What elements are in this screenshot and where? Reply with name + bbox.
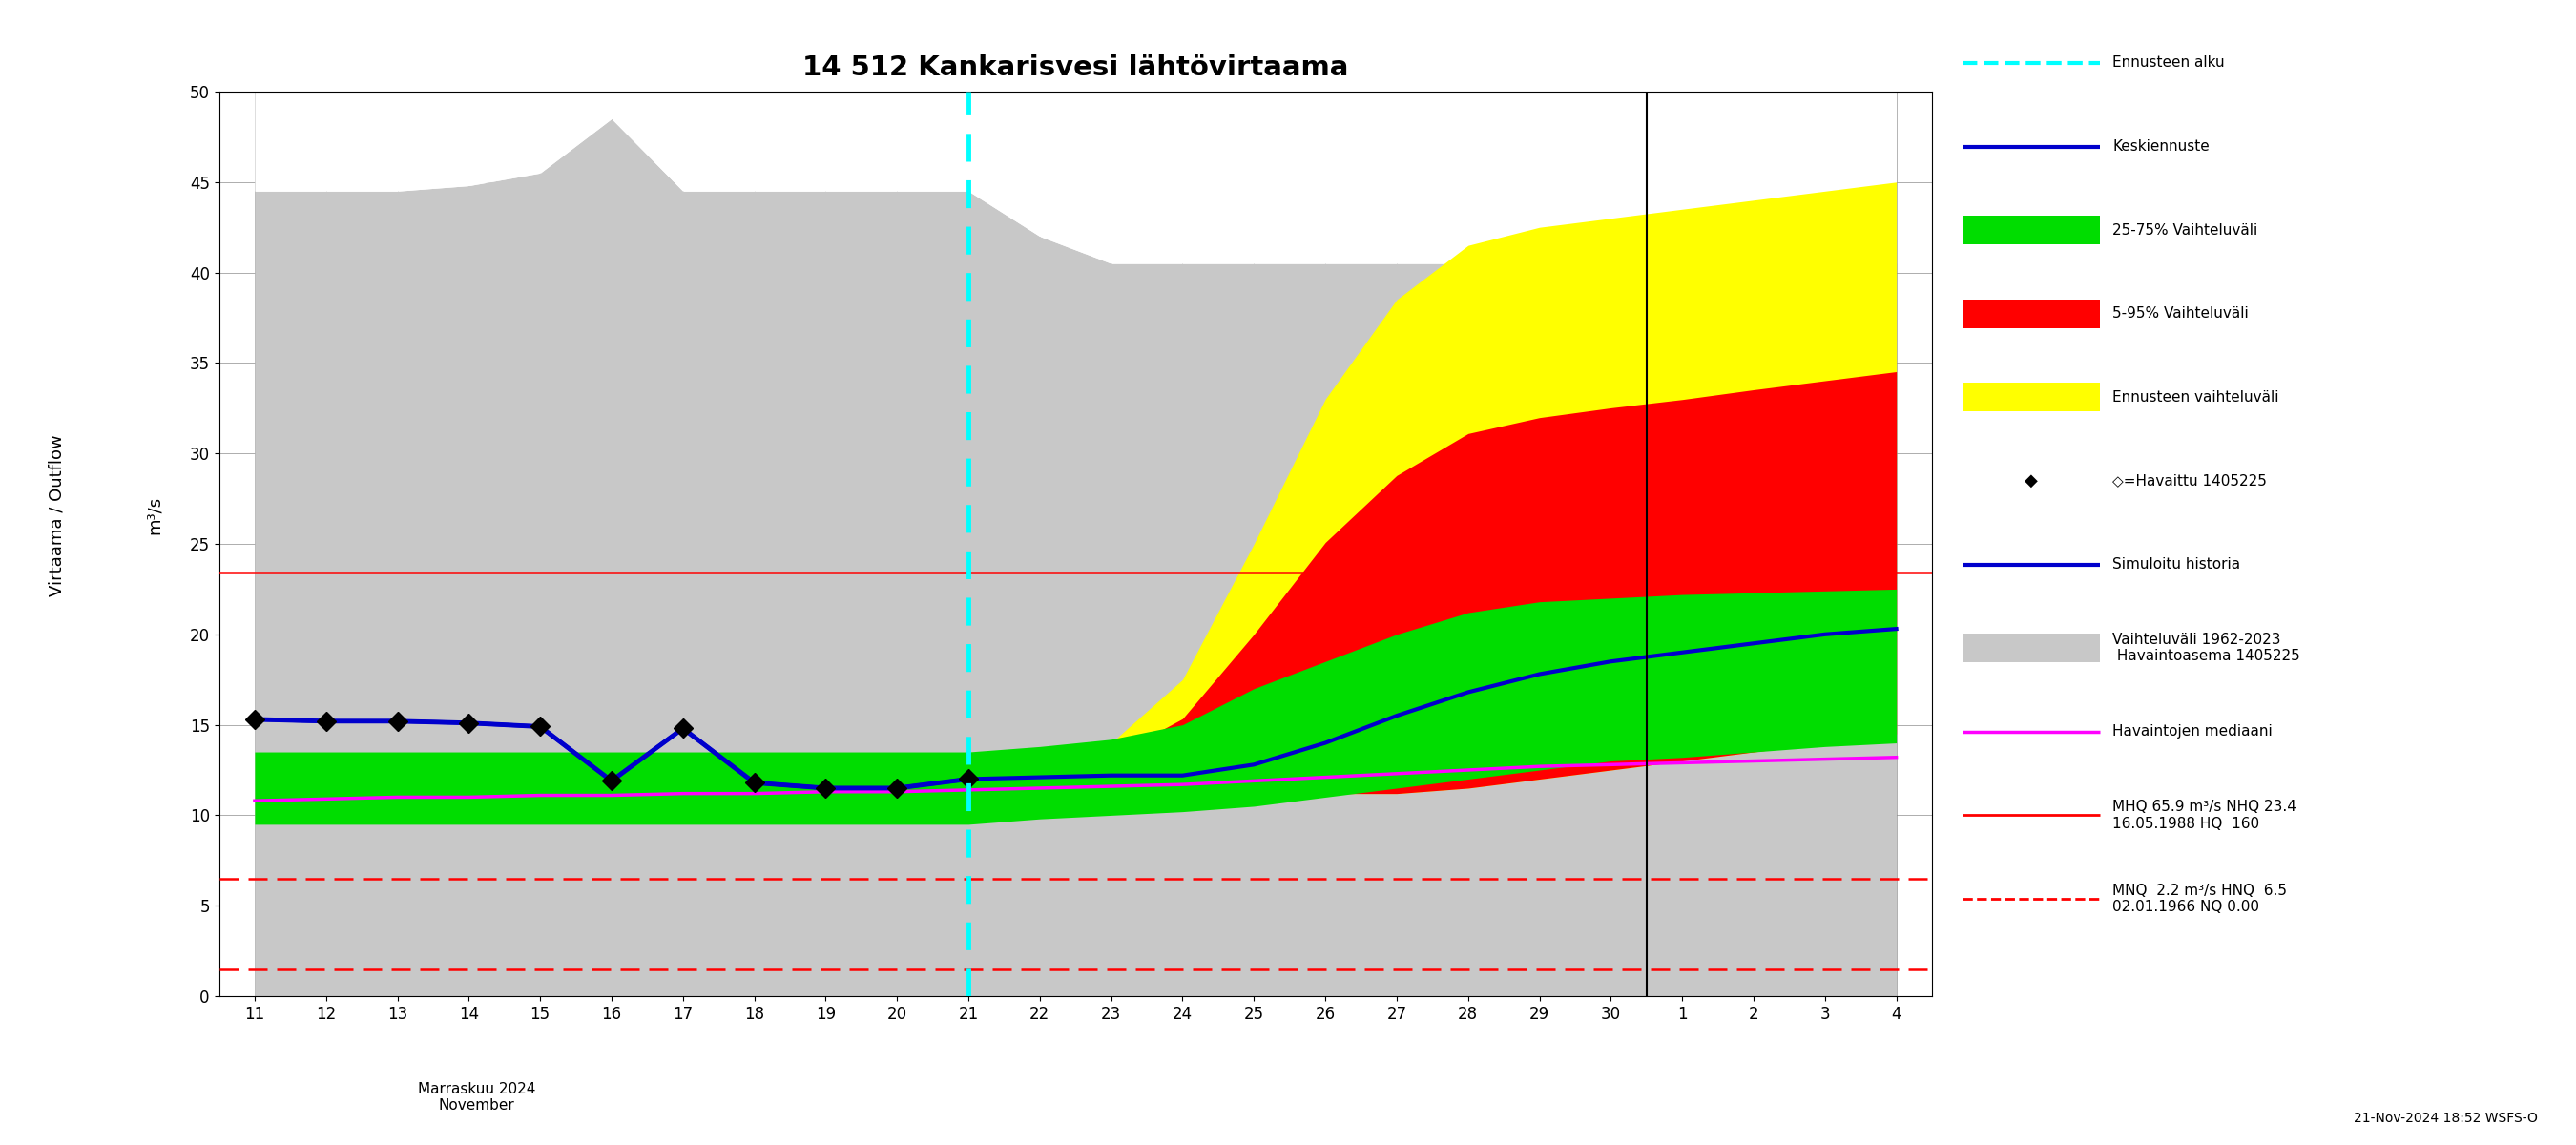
Text: ◇=Havaittu 1405225: ◇=Havaittu 1405225 [2112,474,2267,488]
Title: 14 512 Kankarisvesi lähtövirtaama: 14 512 Kankarisvesi lähtövirtaama [804,55,1347,81]
Text: MNQ  2.2 m³/s HNQ  6.5
02.01.1966 NQ 0.00: MNQ 2.2 m³/s HNQ 6.5 02.01.1966 NQ 0.00 [2112,884,2287,914]
Text: m³/s: m³/s [147,496,162,535]
Text: Simuloitu historia: Simuloitu historia [2112,558,2241,571]
Text: Virtaama / Outflow: Virtaama / Outflow [49,434,64,597]
Text: Ennusteen vaihteluväli: Ennusteen vaihteluväli [2112,390,2280,404]
Text: Vaihteluväli 1962-2023
 Havaintoasema 1405225: Vaihteluväli 1962-2023 Havaintoasema 140… [2112,632,2300,664]
Text: Marraskuu 2024
November: Marraskuu 2024 November [417,1082,536,1113]
Text: Ennusteen alku: Ennusteen alku [2112,56,2226,70]
Text: MHQ 65.9 m³/s NHQ 23.4
16.05.1988 HQ  160: MHQ 65.9 m³/s NHQ 23.4 16.05.1988 HQ 160 [2112,799,2295,831]
Text: 21-Nov-2024 18:52 WSFS-O: 21-Nov-2024 18:52 WSFS-O [2354,1112,2537,1124]
Text: 5-95% Vaihteluväli: 5-95% Vaihteluväli [2112,307,2249,321]
Text: Keskiennuste: Keskiennuste [2112,140,2210,153]
Text: ◆: ◆ [2025,472,2038,490]
Text: Havaintojen mediaani: Havaintojen mediaani [2112,725,2272,739]
Text: 25-75% Vaihteluväli: 25-75% Vaihteluväli [2112,223,2257,237]
